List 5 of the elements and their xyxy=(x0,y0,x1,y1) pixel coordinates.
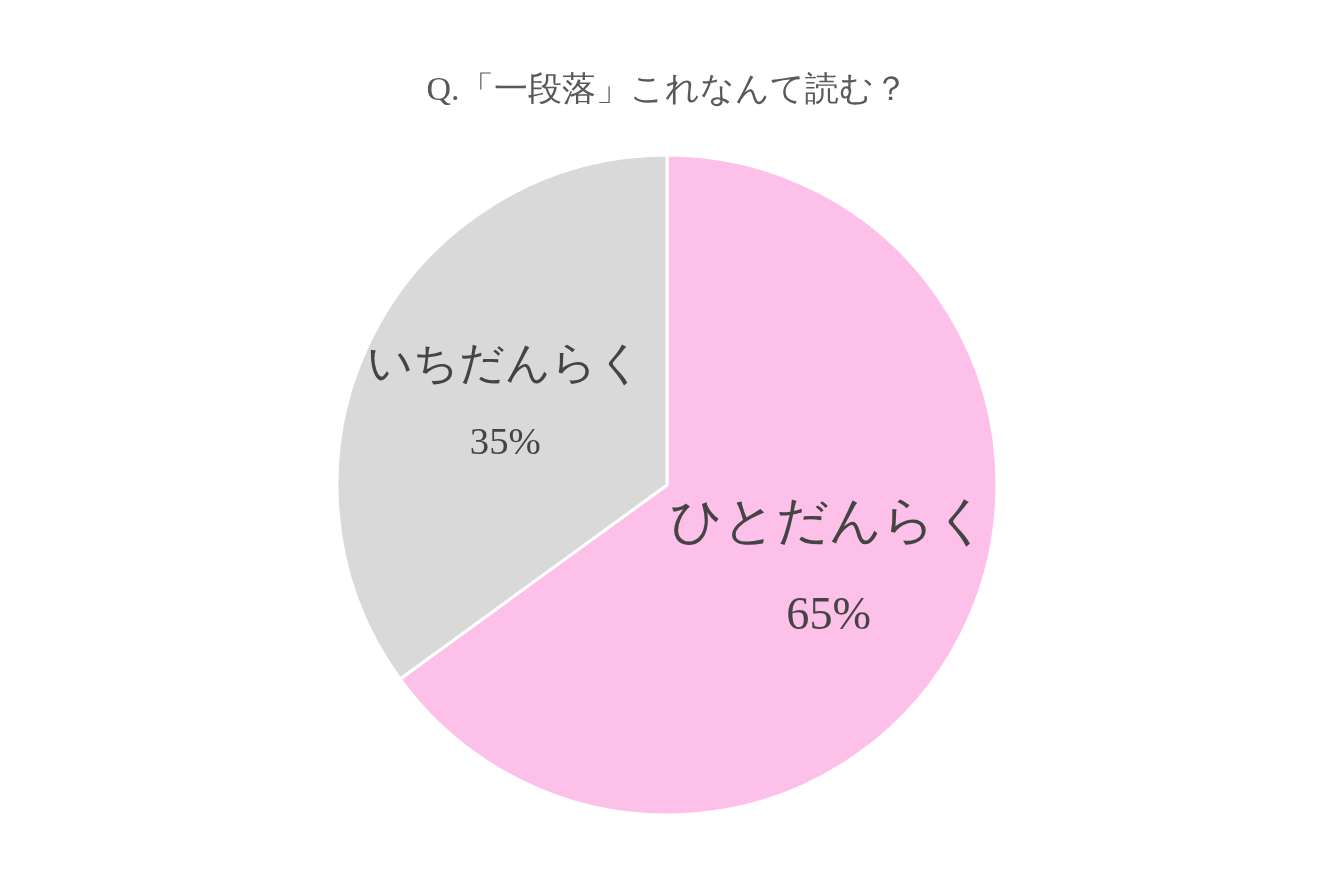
chart-title: Q.「一段落」これなんて読む？ xyxy=(426,69,908,107)
slice-label: いちだんらく xyxy=(367,337,644,388)
data-label: 35% xyxy=(469,419,541,463)
data-label: 65% xyxy=(786,587,872,639)
slice-label: ひとだんらく xyxy=(669,490,988,549)
